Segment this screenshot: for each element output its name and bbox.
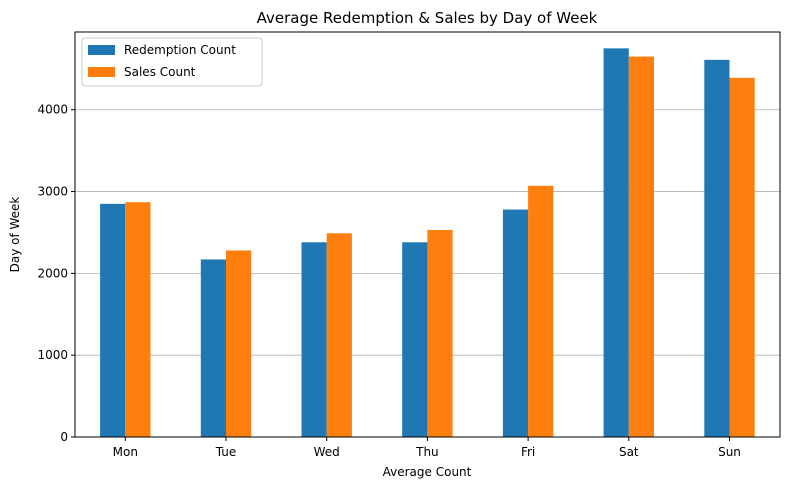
bar-tue-sales-count: [226, 250, 252, 437]
x-tick-label: Mon: [113, 445, 138, 459]
x-tick-label: Fri: [521, 445, 535, 459]
legend-swatch: [88, 67, 115, 77]
bar-mon-redemption-count: [100, 203, 126, 437]
bar-wed-sales-count: [326, 233, 352, 437]
bar-fri-sales-count: [528, 185, 554, 437]
y-tick-label: 4000: [37, 103, 68, 117]
bar-sun-sales-count: [729, 77, 755, 438]
bar-wed-redemption-count: [301, 242, 327, 437]
y-axis-label: Day of Week: [8, 197, 22, 273]
x-axis-label: Average Count: [383, 465, 472, 479]
chart-title: Average Redemption & Sales by Day of Wee…: [257, 9, 598, 27]
x-tick-label: Tue: [215, 445, 237, 459]
x-axis-ticks: Mon Tue Wed Thu Fri Sat Sun: [113, 437, 741, 459]
x-tick-label: Wed: [314, 445, 340, 459]
y-tick-label: 3000: [37, 185, 68, 199]
y-tick-label: 1000: [37, 348, 68, 362]
legend-box: [81, 37, 263, 87]
legend: Redemption Count Sales Count: [81, 37, 263, 87]
bar-fri-redemption-count: [502, 209, 529, 437]
bar-sat-redemption-count: [603, 48, 629, 437]
x-tick-label: Sat: [619, 445, 639, 459]
bar-thu-sales-count: [427, 230, 453, 437]
y-tick-label: 0: [60, 430, 68, 444]
bar-tue-redemption-count: [200, 259, 226, 437]
legend-entry: Sales Count: [124, 65, 196, 79]
bars: [100, 48, 755, 438]
bar-thu-redemption-count: [402, 242, 428, 437]
bar-mon-sales-count: [125, 202, 151, 437]
y-tick-label: 2000: [37, 266, 68, 280]
x-tick-label: Thu: [415, 445, 439, 459]
bar-sat-sales-count: [628, 56, 654, 437]
bar-sun-redemption-count: [704, 59, 730, 438]
x-tick-label: Sun: [718, 445, 741, 459]
legend-swatch: [88, 45, 115, 55]
legend-entry: Redemption Count: [124, 43, 236, 57]
y-axis-ticks: 0 1000 2000 3000 4000: [37, 103, 75, 444]
